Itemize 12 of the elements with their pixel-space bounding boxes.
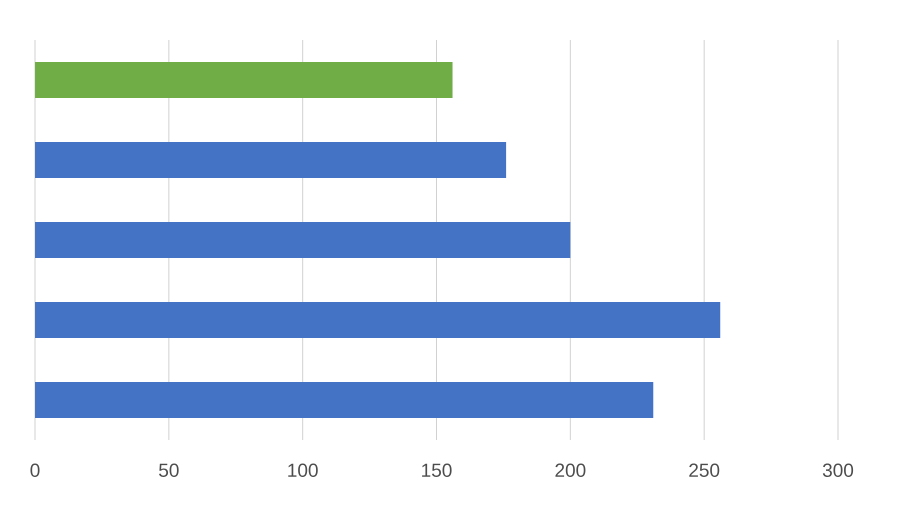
x-tick-label: 50 — [159, 464, 179, 477]
x-tick-label: 300 — [822, 464, 854, 477]
x-tick-label: 100 — [288, 464, 318, 477]
x-tick-label: 0 — [30, 464, 40, 477]
bar — [35, 142, 506, 178]
x-tick-label: 150 — [422, 464, 452, 477]
x-tick-label: 250 — [689, 464, 720, 477]
bar — [35, 382, 654, 418]
bar — [35, 222, 570, 258]
x-tick-label: 200 — [555, 464, 586, 477]
bar — [35, 62, 453, 98]
bar — [35, 302, 720, 338]
